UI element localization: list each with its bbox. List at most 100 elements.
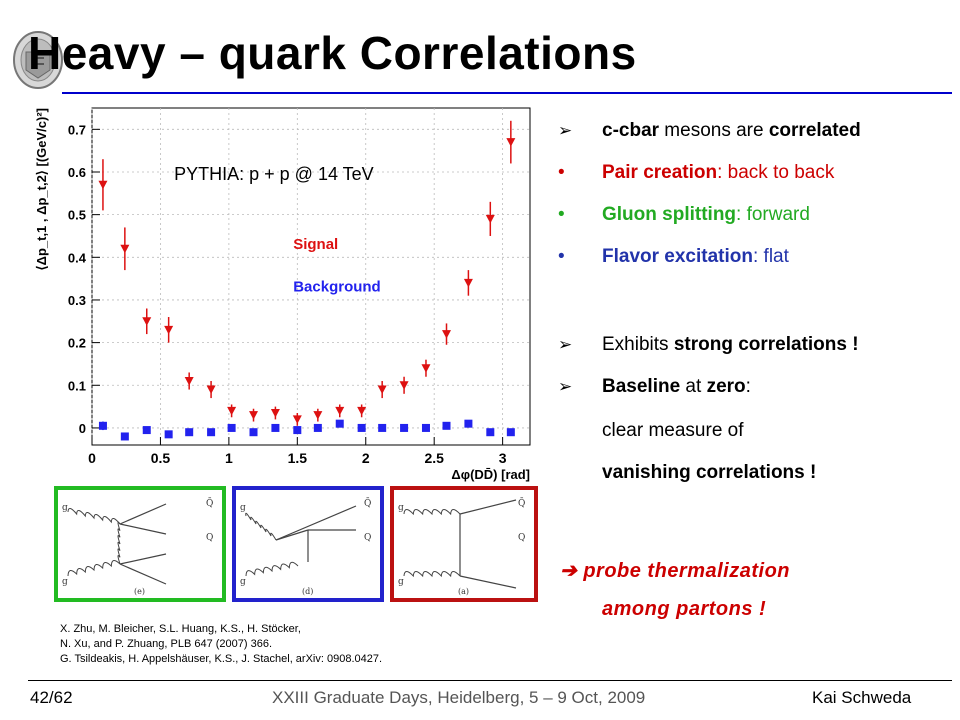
- university-seal-logo: [13, 31, 63, 89]
- x-tick-label: 1.5: [288, 450, 308, 466]
- data-point-signal: [164, 325, 174, 335]
- bullet-text: Exhibits: [602, 334, 674, 355]
- gluon-line: [67, 560, 121, 577]
- y-tick-label: 0.5: [68, 208, 86, 223]
- data-point-signal: [506, 138, 516, 147]
- data-point-signal: [357, 406, 367, 416]
- data-point-signal: [270, 409, 280, 418]
- x-tick-label: 1: [225, 450, 233, 466]
- y-tick-label: 0.7: [68, 122, 86, 137]
- conclusion-text: ➔ probe thermalization among partons !: [560, 552, 790, 628]
- data-point-background: [506, 428, 515, 437]
- quark-line: [275, 529, 309, 541]
- conclusion-line-1: probe thermalization: [577, 560, 791, 582]
- diagram-label: Q: [364, 533, 371, 543]
- data-point-background: [142, 426, 151, 435]
- bullet-text: Gluon splitting: [602, 204, 737, 225]
- y-tick-label: 0.3: [68, 293, 86, 308]
- data-point-signal: [485, 214, 495, 224]
- data-point-background: [400, 423, 409, 432]
- data-point-signal: [335, 406, 345, 416]
- legend-background: Background: [293, 278, 381, 295]
- diagram-caption: (d): [302, 587, 313, 596]
- bullet-text: : forward: [736, 204, 810, 225]
- x-axis-label: Δφ(DD̄) [rad]: [451, 467, 530, 482]
- data-point-background: [227, 423, 236, 432]
- x-tick-label: 3: [499, 450, 507, 466]
- data-point-background: [335, 419, 344, 428]
- bullet-text: at: [680, 376, 707, 397]
- quark-line: [459, 499, 517, 515]
- bullet-item: ➢ c-cbar mesons are correlated: [558, 120, 861, 142]
- data-point-signal: [463, 278, 473, 288]
- feynman-diagram: g g Q̄ Q (e): [54, 486, 226, 602]
- data-point-background: [185, 428, 194, 437]
- data-point-background: [313, 423, 322, 432]
- bullet-item: ➢ Exhibits strong correlations !: [558, 334, 859, 356]
- data-point-signal: [249, 411, 259, 420]
- arrow-bullet-icon: ➢: [558, 377, 573, 396]
- feynman-diagram: g g Q̄ Q (d): [232, 486, 384, 602]
- quark-line: [459, 575, 517, 589]
- footer-rule: [28, 680, 952, 681]
- quark-line: [119, 563, 167, 585]
- data-point-background: [98, 421, 107, 430]
- x-tick-label: 2: [362, 450, 370, 466]
- data-point-background: [120, 432, 129, 441]
- data-point-background: [293, 426, 302, 435]
- bullet-text: vanishing correlations !: [602, 462, 817, 483]
- reference-line: G. Tsildeakis, H. Appelshäuser, K.S., J.…: [60, 653, 383, 665]
- data-point-signal: [227, 406, 237, 416]
- bullet-item: • Pair creation: back to back: [558, 162, 834, 184]
- data-point-signal: [120, 244, 130, 254]
- data-point-background: [378, 423, 387, 432]
- diagram-label: g: [398, 577, 404, 587]
- x-tick-label: 2.5: [424, 450, 444, 466]
- data-point-background: [357, 423, 366, 432]
- diagram-label: g: [62, 577, 68, 587]
- data-point-signal: [442, 330, 452, 339]
- diagram-label: g: [240, 503, 246, 513]
- bullet-text: clear measure of: [602, 420, 744, 441]
- bullet-text: mesons are: [659, 120, 769, 141]
- bullet-item: ➢ Baseline at zero:: [558, 376, 751, 398]
- plot-frame: [91, 107, 531, 446]
- quark-line: [119, 503, 167, 525]
- references: X. Zhu, M. Bleicher, S.L. Huang, K.S., H…: [60, 622, 382, 667]
- data-point-background: [207, 428, 216, 437]
- bullet-text: Pair creation: [602, 162, 718, 183]
- data-point-background: [464, 419, 473, 428]
- gluon-line: [403, 571, 461, 578]
- gluon-line: [67, 508, 121, 525]
- arrow-bullet-icon: ➢: [558, 335, 573, 354]
- bullet-item: • Gluon splitting: forward: [558, 204, 810, 226]
- quark-line: [119, 553, 167, 565]
- gluon-line: [117, 521, 121, 565]
- gluon-line: [403, 509, 461, 516]
- diagram-label: g: [240, 577, 246, 587]
- bullet-text: : back to back: [717, 162, 835, 183]
- plot-annotation: PYTHIA: p + p @ 14 TeV: [174, 164, 374, 184]
- reference-line: N. Xu, and P. Zhuang, PLB 647 (2007) 366…: [60, 638, 273, 650]
- feynman-diagram: g g Q̄ Q (a): [390, 486, 538, 602]
- data-point-signal: [206, 385, 216, 395]
- diagram-label: g: [398, 503, 404, 513]
- bullet-item: • Flavor excitation: flat: [558, 246, 789, 268]
- event-name: XXIII Graduate Days, Heidelberg, 5 – 9 O…: [272, 688, 646, 707]
- legend-signal: Signal: [293, 236, 338, 253]
- gluon-line: [245, 561, 299, 577]
- y-tick-label: 0.6: [68, 165, 86, 180]
- diagram-label: Q: [518, 533, 525, 543]
- data-point-signal: [313, 411, 323, 420]
- quark-line: [119, 523, 167, 535]
- diagram-label: Q̄: [518, 497, 525, 509]
- y-tick-label: 0.2: [68, 336, 86, 351]
- data-point-background: [442, 421, 451, 430]
- conclusion-line-2: among partons !: [602, 598, 767, 620]
- y-tick-label: 0.1: [68, 378, 86, 393]
- data-point-signal: [377, 385, 387, 395]
- diagram-caption: (e): [134, 587, 145, 596]
- bullet-text: :: [745, 376, 751, 397]
- quark-line: [275, 505, 357, 541]
- slide-title: Heavy – quark Correlations: [28, 27, 637, 79]
